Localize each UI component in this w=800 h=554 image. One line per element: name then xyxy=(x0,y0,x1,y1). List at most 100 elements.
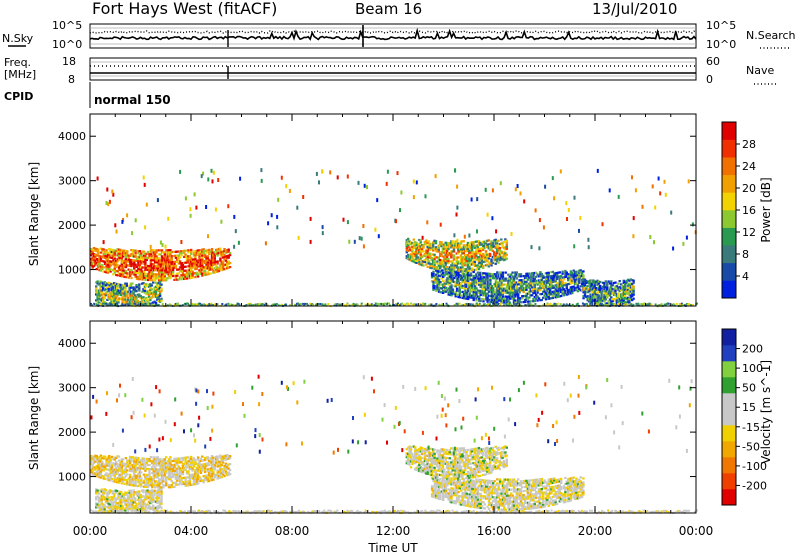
ground-scatter-cell xyxy=(232,304,235,307)
echo-cell xyxy=(171,485,175,489)
echo-cell xyxy=(171,266,175,270)
echo-cell xyxy=(144,264,147,267)
echo-cell xyxy=(142,282,145,285)
echo-cell xyxy=(465,293,468,296)
echo-cell xyxy=(173,481,176,484)
echo-cell xyxy=(113,265,116,268)
echo-cell xyxy=(140,266,143,269)
echo-cell xyxy=(192,457,196,460)
echo-cell xyxy=(447,283,450,286)
echo-cell xyxy=(624,280,627,283)
echo-cell xyxy=(439,242,442,246)
echo-cell xyxy=(146,457,150,461)
echo-cell xyxy=(419,257,422,260)
echo-cell xyxy=(479,277,482,280)
echo-cell xyxy=(221,457,225,460)
echo-cell xyxy=(180,270,183,273)
echo-cell xyxy=(448,277,452,280)
echo-cell xyxy=(457,268,460,271)
echo-cell xyxy=(558,279,561,282)
echo-cell xyxy=(121,495,124,498)
echo-cell xyxy=(145,276,148,279)
echo-cell xyxy=(206,462,210,465)
echo-cell xyxy=(564,275,567,279)
echo-cell xyxy=(589,289,592,292)
echo-cell xyxy=(442,291,445,294)
echo-cell xyxy=(450,246,453,249)
echo-cell xyxy=(425,257,428,260)
echo-cell xyxy=(606,302,609,305)
echo-cell xyxy=(490,289,493,292)
echo-cell xyxy=(177,461,180,464)
echo-cell xyxy=(447,244,450,247)
echo-cell xyxy=(105,474,108,477)
echo-cell xyxy=(158,298,162,301)
echo-cell xyxy=(137,276,140,279)
echo-cell xyxy=(533,289,536,293)
echo-cell xyxy=(206,255,210,258)
echo-cell xyxy=(442,285,445,288)
echo-cell xyxy=(461,272,464,275)
echo-cell xyxy=(226,265,229,268)
echo-cell xyxy=(169,267,172,270)
echo-cell xyxy=(418,260,421,264)
isolated-echo-cell xyxy=(220,219,223,224)
echo-cell xyxy=(209,467,212,470)
echo-cell xyxy=(177,467,180,470)
echo-cell xyxy=(540,272,543,276)
echo-cell xyxy=(455,279,459,282)
echo-cell xyxy=(607,280,610,283)
isolated-echo-cell xyxy=(653,240,655,245)
isolated-echo-cell xyxy=(159,240,162,245)
echo-cell xyxy=(496,283,499,286)
echo-cell xyxy=(156,458,160,461)
echo-cell xyxy=(480,284,484,287)
echo-cell xyxy=(131,478,135,481)
echo-cell xyxy=(465,256,468,259)
echo-cell xyxy=(487,284,491,287)
echo-cell xyxy=(455,262,458,265)
echo-cell xyxy=(445,255,449,259)
echo-cell xyxy=(500,291,503,294)
ground-scatter-cell xyxy=(166,304,169,307)
echo-cell xyxy=(515,287,518,290)
isolated-echo-cell xyxy=(530,245,533,250)
echo-cell xyxy=(100,291,103,294)
echo-cell xyxy=(99,259,103,262)
echo-cell xyxy=(618,286,621,289)
isolated-echo-cell xyxy=(214,207,217,212)
echo-cell xyxy=(167,267,171,270)
echo-cell xyxy=(484,242,488,245)
echo-cell xyxy=(142,485,146,488)
echo-cell xyxy=(532,298,535,301)
echo-cell xyxy=(490,275,493,278)
echo-cell xyxy=(194,276,197,279)
echo-cell xyxy=(125,499,128,502)
echo-cell xyxy=(120,470,123,473)
echo-cell xyxy=(548,297,552,300)
echo-cell xyxy=(173,459,176,462)
echo-cell xyxy=(603,284,606,287)
isolated-echo-cell xyxy=(396,171,399,176)
ground-scatter-cell xyxy=(675,302,678,305)
echo-cell xyxy=(518,289,521,292)
echo-cell xyxy=(174,469,178,472)
echo-cell xyxy=(423,252,427,256)
echo-cell xyxy=(167,470,171,473)
echo-cell xyxy=(97,504,101,507)
echo-cell xyxy=(145,268,148,271)
echo-cell xyxy=(511,289,514,292)
echo-cell xyxy=(117,494,120,497)
echo-cell xyxy=(151,478,154,481)
echo-cell xyxy=(174,457,178,460)
echo-cell xyxy=(582,281,585,284)
echo-cell xyxy=(223,264,226,267)
echo-cell xyxy=(90,471,93,474)
echo-cell xyxy=(443,259,446,262)
echo-cell xyxy=(466,243,470,247)
echo-cell xyxy=(226,251,229,254)
echo-cell xyxy=(138,256,141,259)
echo-cell xyxy=(194,483,197,486)
echo-cell xyxy=(489,278,492,282)
echo-cell xyxy=(167,263,171,266)
